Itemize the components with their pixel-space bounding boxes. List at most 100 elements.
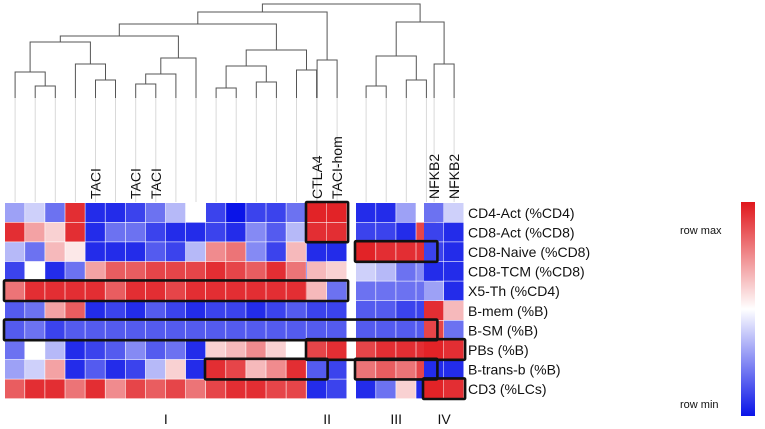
heatmap-cell — [145, 261, 166, 281]
heatmap-cell — [307, 222, 327, 242]
heatmap-cell — [286, 281, 306, 301]
heatmap-cell — [376, 320, 396, 340]
heatmap-cell — [45, 359, 65, 379]
heatmap-cell — [327, 281, 347, 301]
column-label: TACI-hom — [329, 136, 345, 199]
heatmap-cell — [307, 340, 327, 360]
column-label: TACI — [88, 168, 104, 199]
heatmap-cell — [286, 379, 306, 399]
heatmap-cell — [327, 203, 347, 222]
heatmap-cell — [125, 242, 146, 262]
heatmap-cell — [85, 242, 105, 262]
heatmap-cell — [396, 281, 416, 301]
heatmap-cell — [356, 320, 376, 340]
heatmap-cell — [145, 359, 166, 379]
heatmap-cell — [206, 379, 226, 399]
heatmap-cell — [65, 222, 85, 242]
heatmap-cell — [356, 301, 376, 320]
heatmap-cell — [125, 379, 146, 399]
heatmap-cell — [185, 261, 206, 281]
dendrogram-link — [433, 63, 455, 98]
heatmap-cell — [246, 242, 266, 262]
row-label: B-mem (%B) — [468, 303, 548, 319]
group-label: II — [323, 411, 331, 427]
heatmap-cell — [85, 320, 105, 340]
heatmap-cell — [25, 222, 45, 242]
heatmap-cell — [307, 320, 327, 340]
heatmap-cell — [327, 340, 347, 360]
heatmap-cell — [145, 320, 166, 340]
heatmap-cell — [444, 281, 464, 301]
legend-min-label: row min — [680, 399, 719, 411]
heatmap-cell — [125, 340, 146, 360]
heatmap-cell — [266, 242, 286, 262]
row-label: B-trans-b (%B) — [468, 362, 561, 378]
heatmap-cell — [424, 359, 444, 379]
heatmap-cell — [145, 242, 166, 262]
heatmap-cell — [145, 340, 166, 360]
dendrogram-link — [225, 65, 267, 88]
heatmap-cell — [45, 379, 65, 399]
heatmap-cell — [105, 359, 125, 379]
heatmap-cell — [5, 203, 25, 222]
heatmap-cell — [165, 242, 186, 262]
heatmap-cell — [65, 301, 85, 320]
heatmap-cell — [327, 359, 347, 379]
heatmap-cell — [105, 242, 125, 262]
heatmap-cell — [356, 340, 376, 360]
heatmap-cell — [307, 359, 327, 379]
dendrogram-link — [255, 81, 277, 98]
heatmap-cell — [286, 242, 306, 262]
highlight-box — [421, 377, 467, 401]
heatmap-cell — [376, 203, 396, 222]
heatmap-cell — [307, 242, 327, 262]
dendrogram-link — [74, 63, 106, 98]
heatmap-cell — [246, 261, 266, 281]
column-label: TACI — [128, 168, 144, 199]
heatmap-cell — [206, 222, 226, 242]
column-label: TACI — [148, 168, 164, 199]
heatmap-cell — [85, 340, 105, 360]
heatmap-cell — [45, 242, 65, 262]
heatmap-cell — [307, 379, 327, 399]
heatmap-cell — [125, 203, 146, 222]
heatmap-cell — [45, 320, 65, 340]
heatmap-cell — [286, 222, 306, 242]
heatmap-cell — [307, 203, 327, 222]
heatmap-cell — [424, 281, 444, 301]
dendrogram-link — [296, 69, 318, 98]
heatmap-cell — [246, 359, 266, 379]
heatmap-cell — [85, 261, 105, 281]
highlight-box — [203, 357, 329, 381]
heatmap-cell — [185, 281, 206, 301]
column-label: CTLA4 — [309, 155, 325, 199]
heatmap-cell — [246, 320, 266, 340]
heatmap-cell — [444, 320, 464, 340]
column-label: NFKB2 — [446, 154, 462, 199]
heatmap-cell — [25, 281, 45, 301]
heatmap-cell — [65, 242, 85, 262]
heatmap-cell — [286, 301, 306, 320]
heatmap-cell — [396, 379, 416, 399]
heatmap-cell — [444, 261, 464, 281]
heatmap-cell — [226, 320, 246, 340]
heatmap-cell — [25, 203, 45, 222]
heatmap-cell — [105, 261, 125, 281]
heatmap-cell — [45, 203, 65, 222]
heatmap-cell — [185, 222, 206, 242]
heatmap-cell — [444, 359, 464, 379]
heatmap-cell — [85, 281, 105, 301]
group-labels: I II III IV — [164, 411, 452, 427]
heatmap-cell — [396, 261, 416, 281]
heatmap-cell — [444, 379, 464, 399]
heatmap-cell — [396, 242, 416, 262]
heatmap-cell — [286, 359, 306, 379]
heatmap-cell — [125, 359, 146, 379]
heatmap-cell — [444, 203, 464, 222]
dendrogram-link — [245, 49, 307, 70]
heatmap-cell — [444, 242, 464, 262]
heatmap-cell — [185, 301, 206, 320]
heatmap-cell — [165, 281, 186, 301]
dendrogram-link — [145, 73, 177, 98]
heatmap-cell — [266, 320, 286, 340]
